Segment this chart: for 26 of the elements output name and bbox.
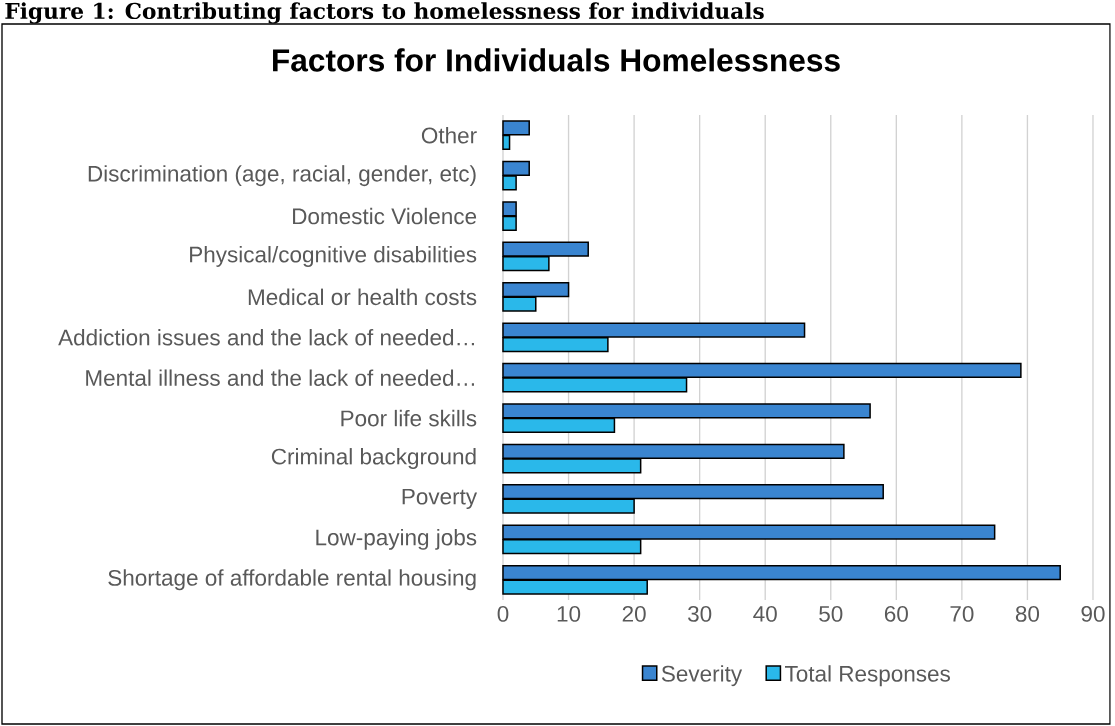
x-tick-label: 70 — [950, 605, 974, 622]
x-tick-label: 10 — [557, 605, 581, 622]
y-tick-label: Criminal background — [271, 448, 476, 470]
y-tick-label: Other — [421, 126, 477, 144]
x-tick-label: 90 — [1081, 605, 1105, 622]
y-tick-label: Shortage of affordable rental housing — [108, 569, 476, 591]
x-tick-label: 50 — [819, 605, 843, 622]
y-tick-label: Mental illness and the lack of needed… — [86, 369, 474, 386]
y-tick-label: Poverty — [402, 488, 478, 510]
chart-title: Factors for Individuals Homelessness — [273, 48, 840, 72]
x-tick-label: 40 — [753, 605, 777, 622]
caption: Figure 1: Contributing factors to homelessness for individuals — [5, 2, 764, 24]
legend-label: Total Responses — [785, 665, 950, 687]
x-tick-label: 80 — [1015, 605, 1040, 622]
y-tick-label: Physical/cognitive disabilities — [190, 245, 477, 267]
y-tick-label: Low-paying jobs — [316, 528, 477, 550]
x-tick-label: 60 — [884, 605, 908, 622]
x-tick-label: 0 — [497, 605, 509, 622]
x-tick-label: 30 — [688, 605, 712, 622]
y-tick-label: Domestic Violence — [293, 207, 477, 225]
y-tick-label: Discrimination (age, racial, gender, etc) — [88, 165, 476, 187]
y-tick-label: Addiction issues and the lack of needed… — [58, 329, 474, 346]
x-tick-label: 20 — [622, 605, 646, 622]
y-tick-label: Medical or health costs — [248, 288, 477, 306]
legend-label: Severity — [661, 665, 743, 687]
y-tick-label: Poor life skills — [341, 409, 477, 427]
